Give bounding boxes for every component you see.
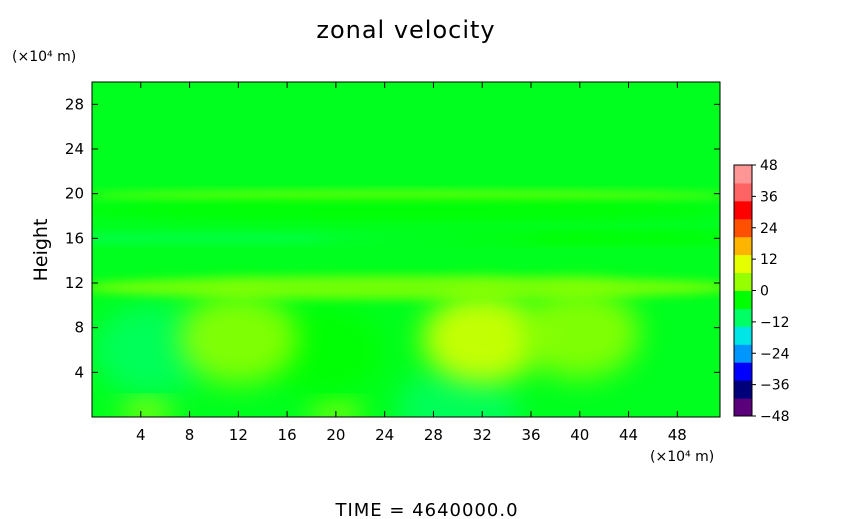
y-unit-label: (×10⁴ m) [12,49,76,65]
colorbar-cell [734,272,752,291]
x-axis: 4 8 12 16 20 24 28 32 36 40 44 48 [136,82,687,444]
x-unit-label: (×10⁴ m) [650,449,714,465]
colorbar-cell [734,398,752,417]
colorbar-label: 12 [760,252,778,268]
colorbar-label: −12 [760,315,790,331]
field-feature [178,293,299,384]
field-feature [310,233,720,244]
colorbar-cell [734,182,752,202]
x-tick-label: 20 [326,426,345,444]
y-tick-label: 8 [74,319,84,337]
y-tick-label: 20 [65,185,84,203]
time-footer: TIME = 4640000.0 [334,500,518,519]
colorbar-cell [734,326,752,345]
chart-title: zonal velocity [316,16,495,44]
colorbar-cell [734,362,752,381]
colorbar-label: −24 [760,346,790,362]
colorbar-label: 48 [760,158,778,174]
plot-frame [91,81,721,418]
y-tick-label: 12 [65,274,84,292]
field-feature [309,402,362,417]
colorbar-cell [734,344,752,363]
colorbar-cell [734,218,752,238]
x-tick-label: 40 [570,426,589,444]
colorbar-cell [734,380,752,399]
colorbar-label: 36 [760,189,778,205]
y-tick-label: 16 [65,229,84,247]
x-tick-label: 24 [375,426,394,444]
field-feature [120,402,173,417]
field-feature [92,190,720,201]
colorbar-cell [734,236,752,256]
y-axis-label: Height [30,219,52,282]
colorbar-label: −36 [760,378,790,394]
x-tick-label: 36 [521,426,540,444]
x-tick-label: 12 [229,426,248,444]
colorbar-cell [734,254,752,274]
x-tick-label: 32 [473,426,492,444]
colorbar-cell [734,308,752,327]
y-tick-label: 24 [65,140,84,158]
colorbar-cell [734,200,752,220]
field-feature [422,293,543,384]
field-feature [92,275,720,300]
colorbar-label: 0 [760,284,769,300]
y-tick-label: 4 [74,363,84,381]
colorbar-cell [734,290,752,309]
field-feature [92,198,720,223]
colorbar-label: 24 [760,221,778,237]
x-tick-label: 8 [185,426,195,444]
x-tick-label: 44 [619,426,638,444]
colorbar: 48 36 24 12 0 −12 −24 −36 −48 [733,158,790,425]
x-tick-label: 48 [668,426,687,444]
colorbar-cell [734,165,752,184]
colorbar-label: −48 [760,409,790,425]
x-tick-label: 28 [424,426,443,444]
x-tick-label: 16 [278,426,297,444]
y-axis: 4 8 12 16 20 24 28 [65,95,720,381]
x-tick-label: 4 [136,426,146,444]
y-tick-label: 28 [65,95,84,113]
field-feature [519,288,640,379]
heatmap-field [92,82,720,417]
